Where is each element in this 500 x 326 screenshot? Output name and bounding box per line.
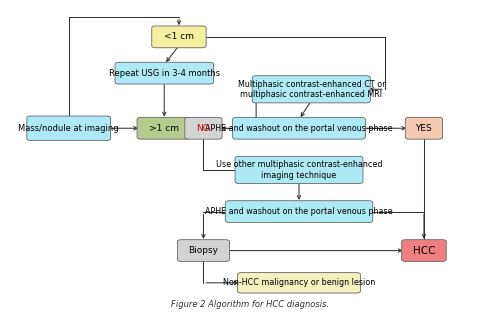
Text: Repeat USG in 3-4 months: Repeat USG in 3-4 months: [108, 69, 220, 78]
FancyBboxPatch shape: [152, 26, 206, 48]
FancyBboxPatch shape: [115, 62, 214, 84]
Text: APHE and washout on the portal venous phase: APHE and washout on the portal venous ph…: [205, 124, 393, 133]
Text: Biopsy: Biopsy: [188, 246, 218, 255]
Text: Use other multiphasic contrast-enhanced
imaging technique: Use other multiphasic contrast-enhanced …: [216, 160, 382, 180]
Text: HCC: HCC: [412, 245, 435, 256]
FancyBboxPatch shape: [226, 201, 372, 222]
FancyBboxPatch shape: [178, 240, 230, 261]
Text: <1 cm: <1 cm: [164, 32, 194, 41]
FancyBboxPatch shape: [232, 117, 366, 139]
FancyBboxPatch shape: [406, 117, 442, 139]
FancyBboxPatch shape: [27, 116, 110, 141]
Text: >1 cm: >1 cm: [149, 124, 179, 133]
FancyBboxPatch shape: [402, 240, 446, 261]
Text: NO: NO: [196, 124, 210, 133]
FancyBboxPatch shape: [137, 117, 192, 139]
Text: Multiphasic contrast-enhanced CT or
multiphasic contrast-enhanced MRI: Multiphasic contrast-enhanced CT or mult…: [238, 80, 385, 99]
Text: Non-HCC malignancy or benign lesion: Non-HCC malignancy or benign lesion: [223, 278, 375, 287]
FancyBboxPatch shape: [252, 76, 370, 103]
FancyBboxPatch shape: [238, 273, 360, 293]
Text: YES: YES: [416, 124, 432, 133]
Text: Figure 2 Algorithm for HCC diagnosis.: Figure 2 Algorithm for HCC diagnosis.: [171, 300, 329, 309]
Text: Mass/nodule at imaging: Mass/nodule at imaging: [18, 124, 119, 133]
FancyBboxPatch shape: [235, 156, 363, 184]
Text: APHE and washout on the portal venous phase: APHE and washout on the portal venous ph…: [205, 207, 393, 216]
FancyBboxPatch shape: [185, 117, 222, 139]
